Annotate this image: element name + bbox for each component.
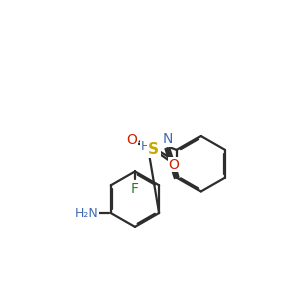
Text: N: N <box>162 132 172 146</box>
Text: F: F <box>131 182 139 196</box>
Text: O: O <box>168 158 179 171</box>
Text: HN: HN <box>141 140 160 153</box>
Text: S: S <box>148 142 159 157</box>
Text: O: O <box>126 133 137 147</box>
Text: H₂N: H₂N <box>75 207 98 219</box>
